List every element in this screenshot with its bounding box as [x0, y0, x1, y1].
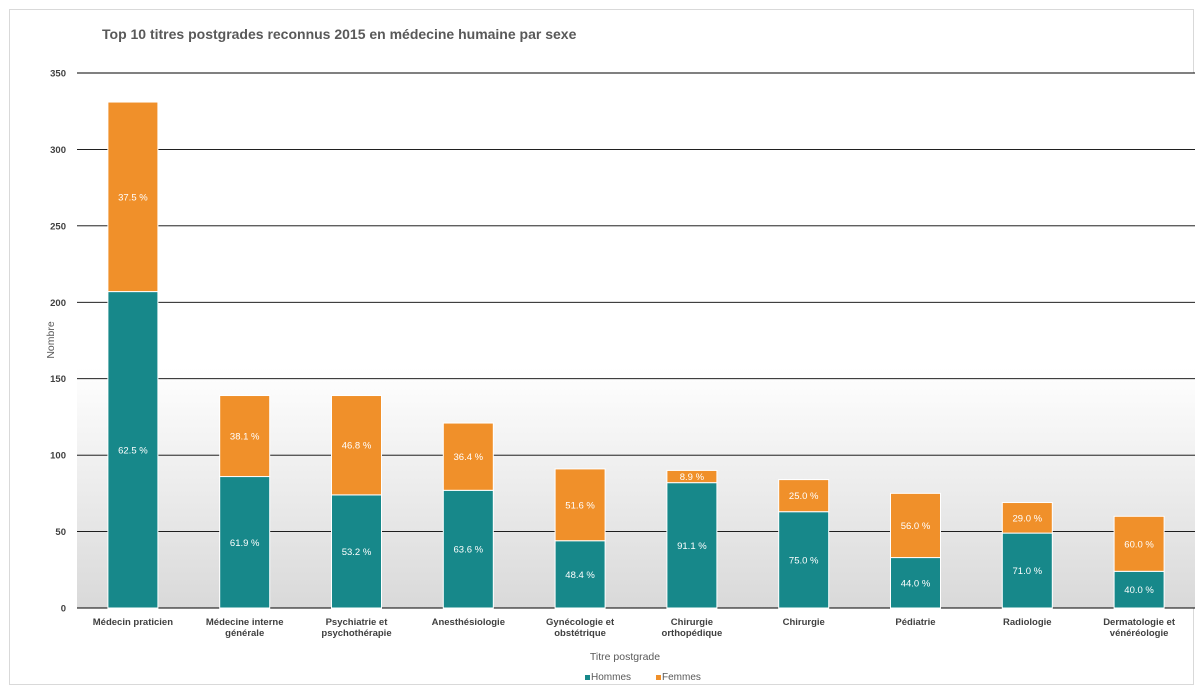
category-label: orthopédique	[662, 628, 723, 639]
data-label: 62.5 %	[118, 445, 148, 456]
bar-femmes	[1001, 502, 1053, 534]
data-label: 8.9 %	[680, 472, 705, 483]
bar-femmes	[1113, 515, 1165, 572]
bar-hommes	[1113, 570, 1165, 609]
data-label: 29.0 %	[1013, 513, 1043, 524]
chart-svg: Top 10 titres postgrades reconnus 2015 e…	[45, 26, 1195, 683]
bar-femmes	[331, 395, 382, 496]
data-label: 25.0 %	[789, 491, 819, 502]
legend-swatch-hommes	[585, 675, 590, 680]
y-tick-label: 150	[50, 374, 66, 385]
legend-label-hommes: Hommes	[591, 672, 631, 683]
bar-hommes	[1001, 532, 1053, 609]
bar-femmes	[219, 395, 271, 478]
y-axis-title: Nombre	[45, 321, 57, 359]
category-label: Radiologie	[1003, 617, 1052, 628]
y-tick-label: 300	[50, 145, 66, 156]
bar-femmes	[107, 101, 159, 293]
data-label: 46.8 %	[342, 441, 372, 452]
data-label: 40.0 %	[1124, 585, 1154, 596]
category-label: Anesthésiologie	[432, 617, 505, 628]
category-label: obstétrique	[554, 628, 606, 639]
data-label: 75.0 %	[789, 555, 819, 566]
category-label: Médecin praticien	[93, 617, 173, 628]
data-label: 56.0 %	[901, 521, 931, 532]
x-axis-title: Titre postgrade	[590, 651, 660, 663]
data-label: 36.4 %	[454, 452, 484, 463]
bar-femmes	[890, 492, 941, 559]
chart-frame: Top 10 titres postgrades reconnus 2015 e…	[9, 9, 1195, 685]
data-label: 91.1 %	[677, 541, 707, 552]
bars: 62.5 % 37.5 % 61.9 % 38.1 % 53.2 % 46.8 % 63.6…	[107, 101, 1165, 609]
category-labels: Médecin praticien Médecine internegénéral…	[93, 617, 1176, 639]
data-label: 37.5 %	[118, 192, 148, 203]
category-label: psychothérapie	[321, 628, 391, 639]
legend-swatch-femmes	[656, 675, 661, 680]
bar-hommes	[554, 540, 606, 609]
bar-hommes	[778, 511, 830, 609]
bar-hommes	[219, 476, 271, 609]
y-tick-label: 350	[50, 69, 66, 80]
y-tick-label: 200	[50, 298, 66, 309]
bar-femmes	[778, 479, 830, 513]
category-label: Médecine interne	[206, 617, 284, 628]
category-label: Chirurgie	[783, 617, 825, 628]
legend: Hommes Femmes	[585, 672, 701, 683]
data-label: 48.4 %	[565, 570, 595, 581]
data-label: 63.6 %	[454, 545, 484, 556]
y-tick-label: 100	[50, 451, 66, 462]
category-label: Gynécologie et	[546, 617, 615, 628]
bar-hommes	[331, 494, 382, 609]
category-label: générale	[225, 628, 264, 639]
chart-title: Top 10 titres postgrades reconnus 2015 e…	[102, 26, 577, 42]
data-label: 60.0 %	[1124, 539, 1154, 550]
bar-femmes	[442, 422, 494, 491]
bar-femmes	[666, 469, 718, 484]
bar-hommes	[890, 557, 941, 609]
y-tick-label: 50	[55, 527, 66, 538]
data-label: 38.1 %	[230, 432, 260, 443]
category-label: Psychiatrie et	[326, 617, 389, 628]
data-label: 51.6 %	[565, 500, 595, 511]
data-label: 53.2 %	[342, 547, 372, 558]
category-label: Dermatologie et	[1103, 617, 1176, 628]
data-label: 44.0 %	[901, 578, 931, 589]
legend-label-femmes: Femmes	[662, 672, 701, 683]
category-label: Chirurgie	[671, 617, 713, 628]
bar-femmes	[554, 468, 606, 542]
y-tick-label: 250	[50, 221, 66, 232]
y-tick-labels: 0 50 100 150 200 250 300 350	[50, 69, 66, 615]
bar-hommes	[442, 489, 494, 609]
category-label: Pédiatrie	[895, 617, 935, 628]
data-label: 61.9 %	[230, 538, 260, 549]
y-tick-label: 0	[61, 604, 66, 615]
data-label: 71.0 %	[1013, 566, 1043, 577]
category-label: vénéréologie	[1110, 628, 1169, 639]
